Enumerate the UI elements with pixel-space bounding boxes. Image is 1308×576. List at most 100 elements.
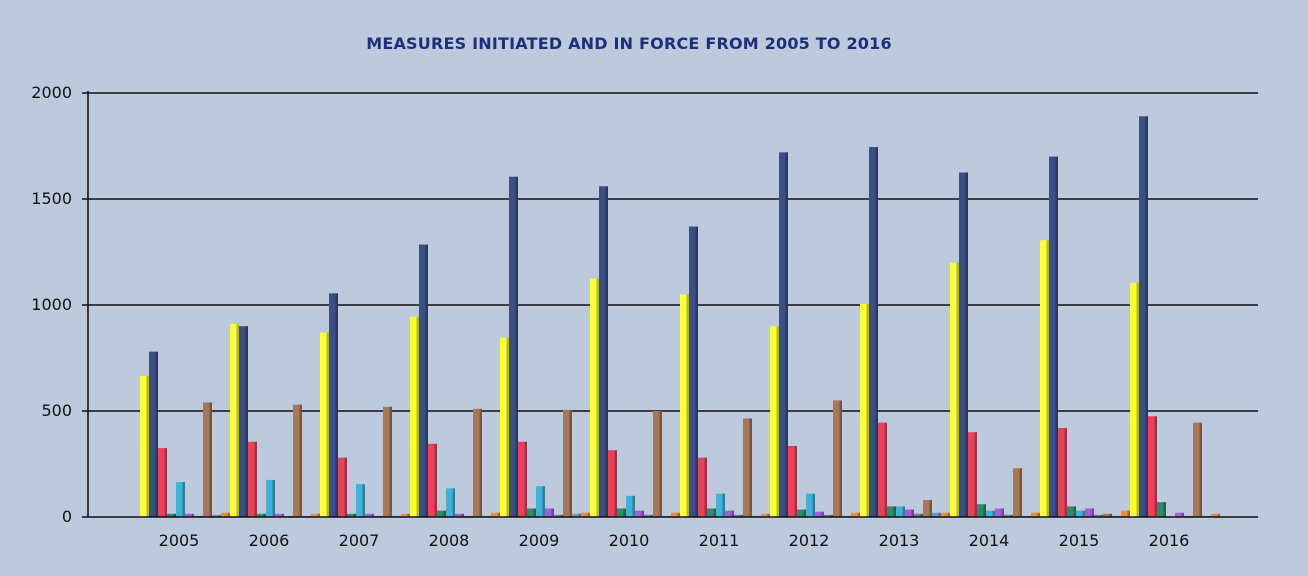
bar-shade — [227, 512, 230, 517]
bar — [824, 514, 833, 517]
bar-shade — [929, 500, 932, 517]
bar-shade — [686, 294, 689, 517]
bar — [797, 509, 806, 517]
bar-shade — [443, 510, 446, 517]
bar-shade — [425, 244, 428, 517]
bar-shade — [497, 512, 500, 517]
y-tick-label: 1500 — [31, 189, 72, 208]
x-tick-label: 2015 — [1059, 531, 1100, 550]
bar-shade — [479, 408, 482, 517]
bar — [536, 486, 545, 517]
bar-shade — [416, 316, 419, 517]
bar — [770, 326, 779, 517]
bar — [887, 506, 896, 517]
bar-shade — [353, 513, 356, 517]
bar — [365, 513, 374, 517]
bar — [338, 457, 347, 517]
x-tick-label: 2014 — [969, 531, 1010, 550]
bar — [716, 493, 725, 517]
bar-shade — [362, 484, 365, 517]
bar — [896, 506, 905, 517]
bar — [815, 511, 824, 517]
bar-shade — [830, 514, 833, 517]
bar-shade — [974, 432, 977, 517]
bar — [860, 303, 869, 517]
bar-shade — [317, 513, 320, 517]
bar-shade — [605, 186, 608, 517]
x-tick-label: 2012 — [789, 531, 830, 550]
bar — [1175, 512, 1184, 517]
bar — [761, 513, 770, 517]
bar — [1148, 416, 1157, 517]
bar — [1013, 468, 1022, 517]
bar-shade — [623, 508, 626, 517]
bar — [734, 514, 743, 517]
bar — [572, 513, 581, 517]
x-tick-label: 2009 — [519, 531, 560, 550]
bar-shade — [722, 493, 725, 517]
bar — [941, 512, 950, 517]
bar — [950, 262, 959, 517]
bar — [212, 514, 221, 517]
bar-shade — [920, 513, 923, 517]
bar-shade — [1055, 156, 1058, 517]
bar-shade — [596, 278, 599, 517]
bar — [977, 504, 986, 517]
bar — [383, 406, 392, 517]
bar — [266, 479, 275, 517]
bar — [1130, 282, 1139, 517]
bar-shade — [1145, 116, 1148, 517]
bar-shade — [560, 514, 563, 517]
tick-labels: 0 500 1000 1500 2000 2005 2006 2007 2008 2009 2010… — [31, 83, 1189, 550]
bar-shade — [911, 509, 914, 517]
bar-shade — [182, 482, 185, 517]
y-tick-label: 1000 — [31, 295, 72, 314]
y-tick-label: 2000 — [31, 83, 72, 102]
bar-shade — [326, 332, 329, 517]
bar — [851, 512, 860, 517]
bar-shade — [893, 506, 896, 517]
bar — [320, 332, 329, 517]
bar — [644, 514, 653, 517]
bar-shade — [776, 326, 779, 517]
bar — [149, 351, 158, 517]
bar — [473, 408, 482, 517]
bar — [914, 513, 923, 517]
bar-shade — [1001, 508, 1004, 517]
bar — [1085, 508, 1094, 517]
x-tick-label: 2011 — [699, 531, 740, 550]
bar — [590, 278, 599, 517]
bar-shade — [272, 479, 275, 517]
x-tick-label: 2008 — [429, 531, 470, 550]
bar-shade — [803, 509, 806, 517]
x-tick-label: 2005 — [159, 531, 200, 550]
bar — [239, 326, 248, 517]
bar-shade — [659, 411, 662, 517]
bar-shade — [767, 513, 770, 517]
bar-shade — [218, 514, 221, 517]
bar — [788, 445, 797, 517]
bar — [410, 316, 419, 517]
bar-shade — [641, 510, 644, 517]
bar — [293, 404, 302, 517]
bar — [1040, 240, 1049, 517]
bar — [347, 513, 356, 517]
bar-shade — [1127, 510, 1130, 517]
bar — [446, 488, 455, 517]
bar-shade — [1082, 510, 1085, 517]
bar — [707, 508, 716, 517]
bar — [599, 186, 608, 517]
bar — [986, 510, 995, 517]
bar-shade — [461, 513, 464, 517]
bar-shade — [209, 402, 212, 517]
bar — [257, 513, 266, 517]
bar — [1031, 512, 1040, 517]
bar — [923, 500, 932, 517]
x-tick-label: 2006 — [249, 531, 290, 550]
bar-shade — [1091, 508, 1094, 517]
bar — [1211, 513, 1220, 517]
bar — [1103, 513, 1112, 517]
bar-shade — [713, 508, 716, 517]
bar-shade — [191, 513, 194, 517]
